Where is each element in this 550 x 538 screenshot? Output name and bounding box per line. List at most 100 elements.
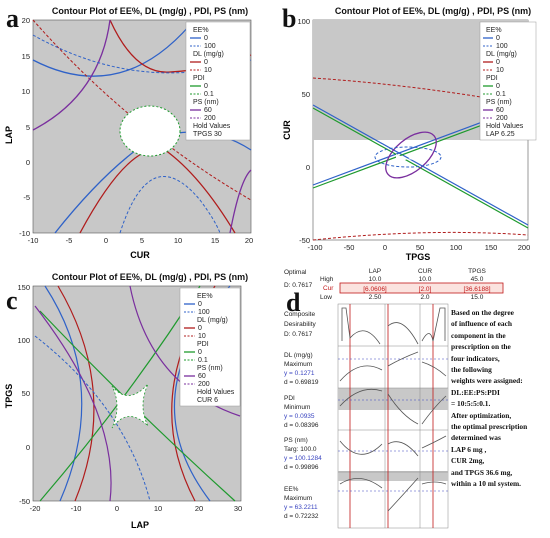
legend-hold-label: Hold Values [486, 123, 524, 130]
dl-curve [421, 361, 447, 377]
panel-label-c: c [6, 286, 18, 315]
panel-d: Optimal D: 0.7617 High Cur Low LAP CUR T… [280, 266, 548, 532]
x-ticks-a: -10 -5 0 5 10 15 20 [28, 236, 254, 245]
ee-contour-dashed [34, 335, 151, 502]
legend-b-box [479, 21, 537, 141]
low-tpgs: 15.0 [471, 294, 484, 301]
legend-ps-lo: 60 [496, 107, 504, 114]
legend-pdi-lo: 0 [204, 83, 208, 90]
x-tick-label: 30 [234, 504, 242, 513]
row-composite-l3: D: 0.7617 [284, 331, 313, 338]
legend-ee-title: EE% [197, 293, 213, 300]
legend-ee-hi: 100 [496, 43, 508, 50]
panel-c: Contour Plot of EE%, DL (mg/g) , PDI, PS… [0, 266, 272, 533]
legend-hold-label: Hold Values [193, 123, 231, 130]
legend-dl-lo: 0 [496, 59, 500, 66]
y-tick-label: -5 [23, 193, 30, 202]
pdi-gray-band [338, 388, 448, 410]
legend-ee-hi: 100 [204, 43, 216, 50]
feasible-region [119, 105, 181, 157]
desirability-curve [341, 307, 381, 345]
opt-title: Optimal [284, 269, 307, 276]
legend-pdi-hi: 0.1 [204, 91, 214, 98]
row-ps-l4: d = 0.99896 [284, 464, 319, 471]
note-line: the optimal prescription [451, 422, 528, 432]
x-tick-label: 20 [195, 504, 203, 513]
panel-d-optimizer: Optimal D: 0.7617 High Cur Low LAP CUR T… [284, 268, 504, 529]
high-lap: 10.0 [369, 276, 382, 283]
col-tpgs: TPGS [468, 268, 486, 275]
x-tick-label: -5 [66, 236, 73, 245]
legend-dl-lo: 0 [204, 59, 208, 66]
row-ee-l1: EE% [284, 486, 299, 493]
y-ticks-b: -50 0 50 100 [297, 17, 310, 245]
row-ee-l2: Maximum [284, 495, 312, 502]
panel-b-chart: Contour Plot of EE%, DL (mg/g) , PDI, PS… [282, 6, 537, 262]
legend-pdi-lo: 0 [198, 349, 202, 356]
ps-curve [387, 441, 419, 457]
legend-hold-value: TPGS 30 [193, 131, 222, 138]
y-ticks-a: -10 -5 0 5 10 15 20 [19, 16, 30, 238]
ee-curve [387, 477, 419, 512]
legend-pdi-hi: 0.1 [198, 357, 208, 364]
optimization-note: Based on the degree of influence of each… [451, 307, 546, 490]
ee-curve [421, 481, 447, 485]
note-line: Based on the degree [451, 308, 514, 317]
ps-contour-line [229, 169, 252, 234]
row-dl-l1: DL (mg/g) [284, 352, 313, 359]
x-axis-label-b: TPGS [406, 252, 431, 262]
plot-b-contours [312, 77, 529, 241]
x-axis-label-a: CUR [130, 250, 150, 260]
note-line: CUR 2mg, [451, 456, 485, 466]
y-tick-label: 5 [26, 123, 30, 132]
note-line: After optimization, [451, 410, 512, 420]
y-tick-label: 50 [302, 90, 310, 99]
panel-label-a: a [6, 4, 19, 33]
legend-ee-title: EE% [486, 27, 502, 34]
x-tick-label: 0 [115, 504, 119, 513]
panel-label-d: d [286, 288, 301, 317]
legend-ee-lo: 0 [198, 301, 202, 308]
x-tick-label: 15 [211, 236, 219, 245]
y-axis-label-c: TPGS [4, 384, 14, 409]
legend-ps-title: PS (nm) [197, 365, 223, 372]
high-tpgs: 45.0 [471, 276, 484, 283]
opt-high-label: High [320, 276, 334, 283]
cur-values-highlight [339, 282, 504, 294]
chart-c-title: Contour Plot of EE%, DL (mg/g) , PDI, PS… [52, 272, 248, 282]
x-tick-label: 10 [154, 504, 162, 513]
panel-c-chart: Contour Plot of EE%, DL (mg/g) , PDI, PS… [4, 272, 248, 530]
ps-contour-line [34, 305, 112, 502]
x-tick-label: -100 [307, 243, 322, 252]
note-line: = 10:5:5:0.1. [451, 399, 491, 409]
y-tick-label: 20 [22, 16, 30, 25]
ee-contour-line [44, 285, 83, 502]
x-tick-label: 150 [485, 243, 498, 252]
legend-dl-hi: 10 [496, 67, 504, 74]
y-tick-label: -50 [299, 236, 310, 245]
ps-curve [339, 440, 383, 455]
note-line: the following [451, 365, 492, 375]
dl-curve [387, 351, 419, 367]
legend-b: EE% 0 100 DL (mg/g) 0 10 PDI 0 0.1 PS (n… [479, 21, 537, 141]
legend-ps-hi: 200 [198, 381, 210, 388]
legend-ps-hi: 200 [496, 115, 508, 122]
desirability-curve [387, 322, 419, 345]
legend-a-box [185, 21, 251, 141]
x-axis-label-c: LAP [131, 520, 149, 530]
y-tick-label: 0 [26, 158, 30, 167]
opt-grid [337, 303, 449, 529]
legend-ps-lo: 60 [204, 107, 212, 114]
ee-contour-line [312, 104, 529, 226]
opt-row-labels: Composite Desirability D: 0.7617 DL (mg/… [284, 311, 322, 520]
y-tick-label: -50 [19, 497, 30, 506]
low-lap: 2.50 [369, 294, 382, 301]
row-ee-l3: y = 63.2211 [284, 504, 318, 511]
y-tick-label: 100 [297, 17, 310, 26]
legend-c: EE% 0 100 DL (mg/g) 0 10 PDI 0 0.1 PS (n… [179, 287, 241, 407]
feasible-region [396, 154, 420, 163]
ee-contour-dashed [374, 146, 442, 168]
x-tick-label: -10 [28, 236, 39, 245]
legend-ee-lo: 0 [496, 35, 500, 42]
legend-hold-value: CUR 6 [197, 397, 218, 404]
